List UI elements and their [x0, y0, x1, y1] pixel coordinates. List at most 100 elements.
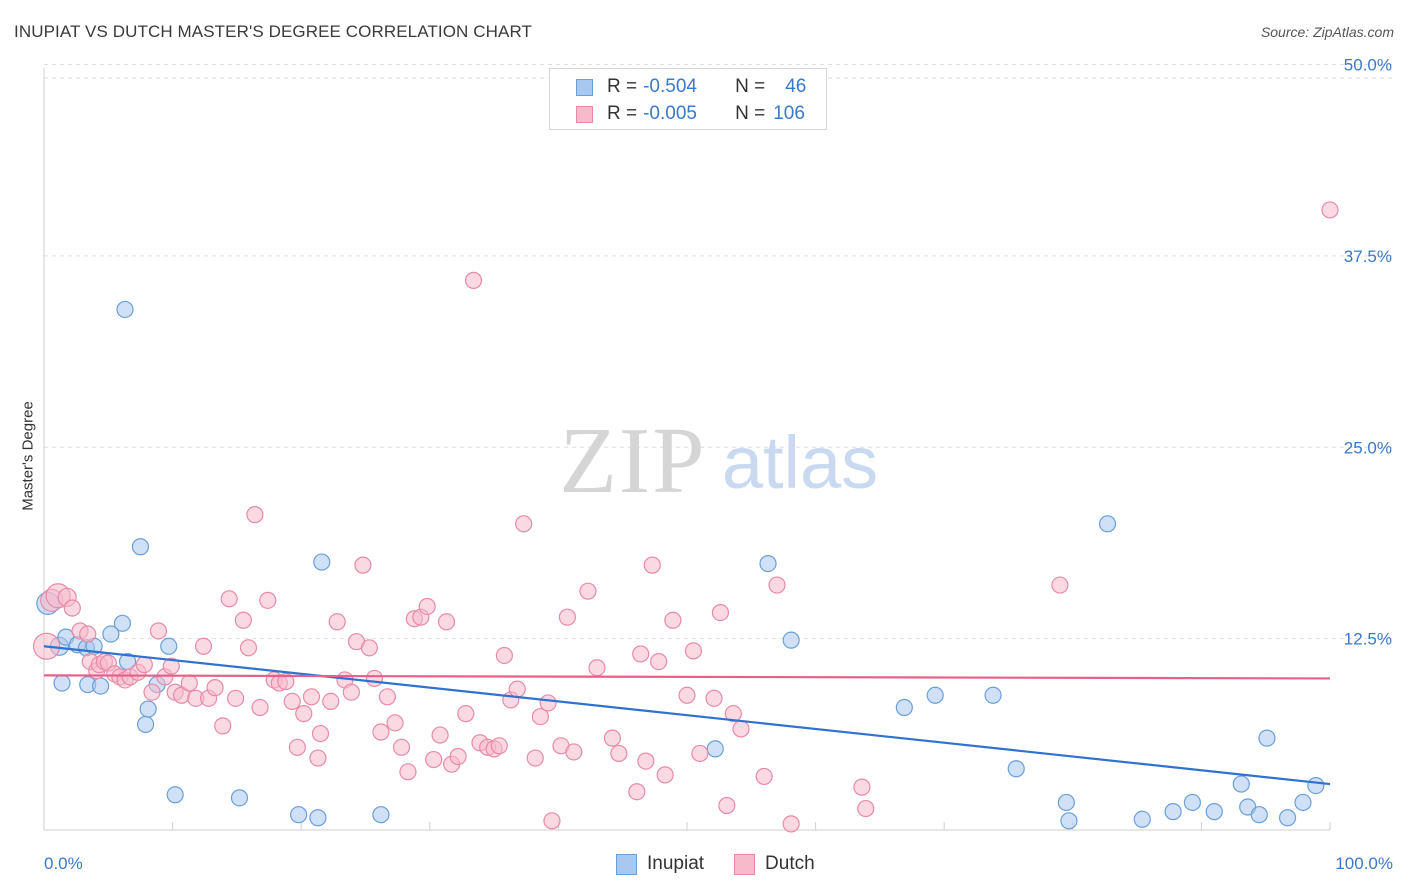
- dutch-point: [162, 657, 180, 675]
- dutch-point: [678, 686, 696, 704]
- dutch-point: [684, 642, 703, 660]
- dutch-point: [143, 683, 161, 701]
- dutch-point: [79, 625, 97, 643]
- series-legend-inupiat[interactable]: Inupiat: [616, 853, 704, 875]
- inupiat-point: [91, 677, 110, 695]
- dutch-point: [227, 689, 245, 707]
- dutch-point: [277, 672, 295, 691]
- dutch-point: [63, 599, 81, 617]
- dutch-point: [399, 763, 417, 781]
- inupiat-point: [113, 614, 132, 632]
- dutch-point: [1321, 201, 1339, 219]
- dutch-point: [251, 698, 269, 717]
- dutch-point: [490, 737, 508, 755]
- x-tick-label: 0.0%: [44, 854, 83, 873]
- dutch-point: [149, 622, 168, 640]
- dutch-point: [724, 705, 742, 723]
- dutch-point: [732, 720, 750, 738]
- y-tick-label: 25.0%: [1344, 438, 1392, 457]
- x-tick-label: 100.0%: [1335, 854, 1393, 873]
- dutch-point: [322, 692, 340, 710]
- dutch-point: [531, 708, 549, 726]
- dutch-point: [515, 515, 533, 533]
- dutch-point: [234, 611, 252, 629]
- dutch-point: [135, 656, 153, 674]
- legend-n-value: 46: [785, 76, 807, 97]
- legend-r-label: R =: [607, 76, 638, 97]
- dutch-point: [526, 749, 544, 767]
- inupiat-point: [131, 538, 150, 556]
- dutch-point: [239, 639, 258, 657]
- legend-r-label: R =: [607, 103, 638, 124]
- dutch-point: [437, 613, 456, 631]
- legend-row-dutch: R = -0.005 N = 106: [576, 103, 805, 125]
- series-swatch-dutch: [734, 853, 756, 875]
- dutch-point: [628, 783, 646, 801]
- dutch-point: [1051, 576, 1069, 594]
- inupiat-point: [759, 555, 777, 573]
- y-tick-label: 50.0%: [1344, 56, 1392, 75]
- inupiat-point: [1057, 793, 1075, 812]
- inupiat-point: [1007, 760, 1025, 778]
- inupiat-point: [372, 806, 390, 824]
- dutch-point: [431, 726, 449, 744]
- tick-labels: 12.5% 25.0% 37.5% 50.0% 0.0% 100.0%: [44, 56, 1393, 874]
- inupiat-point: [1060, 812, 1078, 830]
- data-points: [32, 201, 1339, 833]
- dutch-point: [206, 679, 224, 697]
- dutch-point: [302, 688, 321, 706]
- dutch-point: [603, 729, 622, 747]
- dutch-point: [180, 674, 198, 692]
- inupiat-point: [1278, 809, 1297, 827]
- inupiat-point: [1183, 793, 1201, 812]
- legend-n-value: 106: [773, 103, 805, 124]
- dutch-point: [246, 506, 264, 524]
- legend-n-label: N =: [735, 103, 766, 124]
- gridlines: [44, 64, 1392, 640]
- inupiat-point: [53, 674, 71, 692]
- inupiat-point: [102, 625, 120, 643]
- dutch-point: [637, 752, 655, 770]
- inupiat-point: [895, 698, 913, 717]
- dutch-point: [392, 738, 411, 756]
- dutch-point: [632, 645, 650, 663]
- dutch-point: [495, 646, 513, 665]
- y-tick-label: 37.5%: [1344, 247, 1392, 266]
- dutch-point: [386, 714, 404, 732]
- dutch-point: [643, 556, 661, 574]
- inupiat-trend-line: [43, 645, 1331, 786]
- dutch-point: [295, 705, 313, 723]
- dutch-point: [378, 688, 396, 706]
- legend-swatch-dutch: [576, 105, 593, 123]
- dutch-point: [194, 637, 213, 655]
- legend-swatch-inupiat: [576, 78, 593, 96]
- inupiat-point: [782, 631, 800, 649]
- inupiat-point: [160, 637, 178, 655]
- dutch-point: [782, 815, 800, 833]
- correlation-legend: R = -0.504 N = 46 R = -0.005 N = 106: [549, 68, 827, 130]
- dutch-point: [288, 738, 306, 756]
- dutch-point: [656, 766, 674, 784]
- dutch-point: [558, 608, 577, 626]
- dutch-point: [768, 576, 786, 594]
- watermark-zip: ZIP: [560, 409, 707, 513]
- dutch-point: [425, 750, 443, 769]
- dutch-point: [664, 611, 682, 629]
- series-swatch-inupiat: [616, 853, 637, 875]
- inupiat-point: [1164, 803, 1182, 821]
- inupiat-point: [1294, 793, 1312, 812]
- dutch-point: [365, 669, 384, 688]
- dutch-point: [283, 692, 301, 710]
- dutch-point: [418, 597, 436, 616]
- inupiat-point: [926, 686, 944, 704]
- dutch-point: [457, 705, 475, 723]
- dutch-point: [718, 796, 736, 815]
- dutch-point: [214, 717, 232, 735]
- dutch-point: [755, 767, 773, 786]
- dutch-point: [309, 749, 327, 767]
- dutch-point: [691, 744, 709, 763]
- series-legend-dutch[interactable]: Dutch: [734, 853, 815, 875]
- dutch-point: [220, 590, 238, 608]
- dutch-point: [539, 694, 557, 712]
